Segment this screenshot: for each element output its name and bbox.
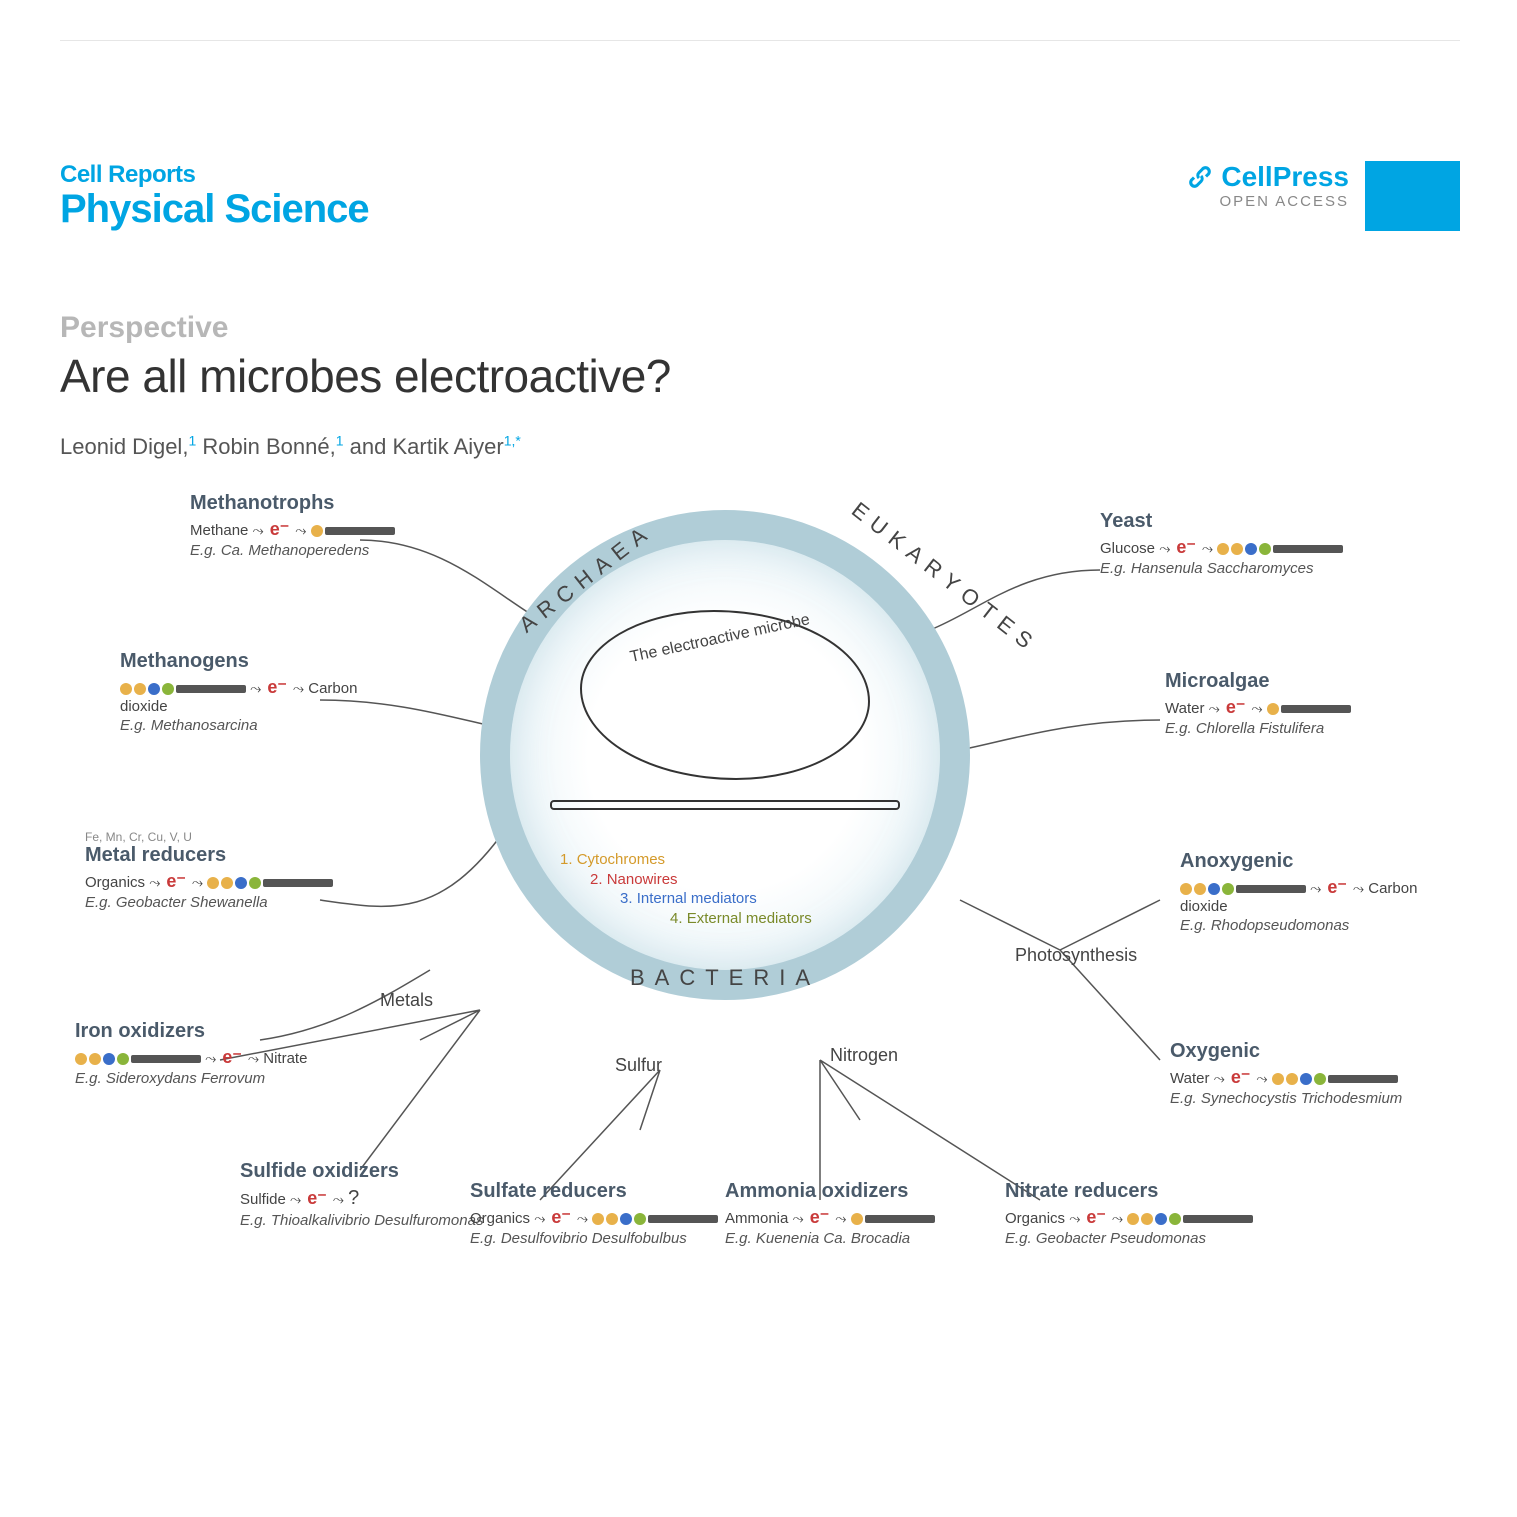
group-reaction: Water ⤳⤳ [1170,1067,1420,1088]
group-microalgae: Microalgae Water ⤳⤳ E.g. Chlorella Fistul… [1165,670,1415,737]
category-sulfur: Sulfur [615,1055,662,1076]
corresponding-mark: ,* [512,433,521,449]
publisher-color-block [1365,161,1460,231]
author-list: Leonid Digel,1 Robin Bonné,1 and Kartik … [60,433,1460,460]
mediator-3: 3. Internal mediators [620,889,812,909]
group-example: E.g. Kuenenia Ca. Brocadia [725,1230,975,1247]
group-meta: Fe, Mn, Cr, Cu, V, U [85,830,335,844]
group-example: E.g. Desulfovibrio Desulfobulbus [470,1230,720,1247]
mediator-legend: 1. Cytochromes 2. Nanowires 3. Internal … [560,850,812,928]
group-title: Iron oxidizers [75,1020,325,1043]
publisher-name: CellPress [1187,161,1349,193]
group-title: Ammonia oxidizers [725,1180,975,1203]
mediator-4: 4. External mediators [670,909,812,929]
group-metal-reducers: Fe, Mn, Cr, Cu, V, UMetal reducers Organi… [85,830,335,911]
mediator-1: 1. Cytochromes [560,850,812,870]
publisher-block: CellPress OPEN ACCESS [1187,161,1460,231]
group-iron-oxidizers: Iron oxidizers ⤳⤳ Nitrate E.g. Sideroxyda… [75,1020,325,1087]
group-example: E.g. Synechocystis Trichodesmium [1170,1090,1420,1107]
group-title: Methanogens [120,650,370,673]
publisher-tagline: OPEN ACCESS [1187,193,1349,210]
group-reaction: Water ⤳⤳ [1165,697,1415,718]
group-yeast: Yeast Glucose ⤳⤳ E.g. Hansenula Saccharom… [1100,510,1350,577]
mediator-2: 2. Nanowires [590,870,812,890]
group-title: Methanotrophs [190,492,440,515]
group-example: E.g. Methanosarcina [120,717,370,734]
group-title: Sulfate reducers [470,1180,720,1203]
group-oxygenic: Oxygenic Water ⤳⤳ E.g. Synechocystis Tric… [1170,1040,1420,1107]
group-anoxygenic: Anoxygenic ⤳⤳ Carbon dioxide E.g. Rhodops… [1180,850,1430,934]
top-rule [60,40,1460,41]
cellpress-link-icon [1187,163,1215,191]
group-title: Yeast [1100,510,1350,533]
category-nitrogen: Nitrogen [830,1045,898,1066]
group-reaction: Sulfide ⤳⤳ ? [240,1187,490,1210]
author-1: Leonid Digel,1 [60,434,196,459]
group-title: Sulfide oxidizers [240,1160,490,1183]
group-reaction: Organics ⤳⤳ [1005,1207,1255,1228]
group-example: E.g. Thioalkalivibrio Desulfuromonas [240,1212,490,1229]
group-title: Metal reducers [85,844,335,867]
group-reaction: ⤳⤳ Carbon dioxide [120,677,370,715]
group-example: E.g. Rhodopseudomonas [1180,917,1430,934]
electrode-sketch [550,800,900,810]
group-reaction: Methane ⤳⤳ [190,519,440,540]
group-title: Anoxygenic [1180,850,1430,873]
journal-name-line2: Physical Science [60,189,369,229]
author-2: Robin Bonné,1 [202,434,343,459]
group-title: Microalgae [1165,670,1415,693]
group-nitrate-reducers: Nitrate reducers Organics ⤳⤳ E.g. Geobact… [1005,1180,1255,1247]
group-methanogens: Methanogens ⤳⤳ Carbon dioxide E.g. Methan… [120,650,370,734]
central-diagram: ARCHAEA EUKARYOTES BACTERIA The electroa… [60,480,1460,1430]
article-title: Are all microbes electroactive? [60,349,1460,403]
group-reaction: ⤳⤳ Carbon dioxide [1180,877,1430,915]
category-metals: Metals [380,990,433,1011]
group-example: E.g. Chlorella Fistulifera [1165,720,1415,737]
group-example: E.g. Geobacter Shewanella [85,894,335,911]
group-example: E.g. Sideroxydans Ferrovum [75,1070,325,1087]
category-photosynthesis: Photosynthesis [1015,945,1137,966]
group-reaction: ⤳⤳ Nitrate [75,1047,325,1068]
article-type: Perspective [60,311,1460,345]
group-reaction: Organics ⤳⤳ [470,1207,720,1228]
group-sulfate-reducers: Sulfate reducers Organics ⤳⤳ E.g. Desulfo… [470,1180,720,1247]
group-example: E.g. Ca. Methanoperedens [190,542,440,559]
author-3: and Kartik Aiyer1,* [350,434,521,459]
group-reaction: Ammonia ⤳⤳ [725,1207,975,1228]
group-example: E.g. Hansenula Saccharomyces [1100,560,1350,577]
domain-bacteria: BACTERIA [630,965,820,991]
group-ammonia-oxidizers: Ammonia oxidizers Ammonia ⤳⤳ E.g. Kueneni… [725,1180,975,1247]
article-header: Perspective Are all microbes electroacti… [60,311,1460,460]
group-methanotrophs: Methanotrophs Methane ⤳⤳ E.g. Ca. Methano… [190,492,440,559]
group-title: Nitrate reducers [1005,1180,1255,1203]
journal-name-line1: Cell Reports [60,161,369,189]
group-example: E.g. Geobacter Pseudomonas [1005,1230,1255,1247]
journal-header: Cell Reports Physical Science CellPress … [60,161,1460,231]
group-reaction: Glucose ⤳⤳ [1100,537,1350,558]
publisher-name-text: CellPress [1221,161,1349,193]
group-title: Oxygenic [1170,1040,1420,1063]
group-sulfide-oxidizers: Sulfide oxidizers Sulfide ⤳⤳ ? E.g. Thioal… [240,1160,490,1229]
group-reaction: Organics ⤳⤳ [85,871,335,892]
journal-name: Cell Reports Physical Science [60,161,369,229]
